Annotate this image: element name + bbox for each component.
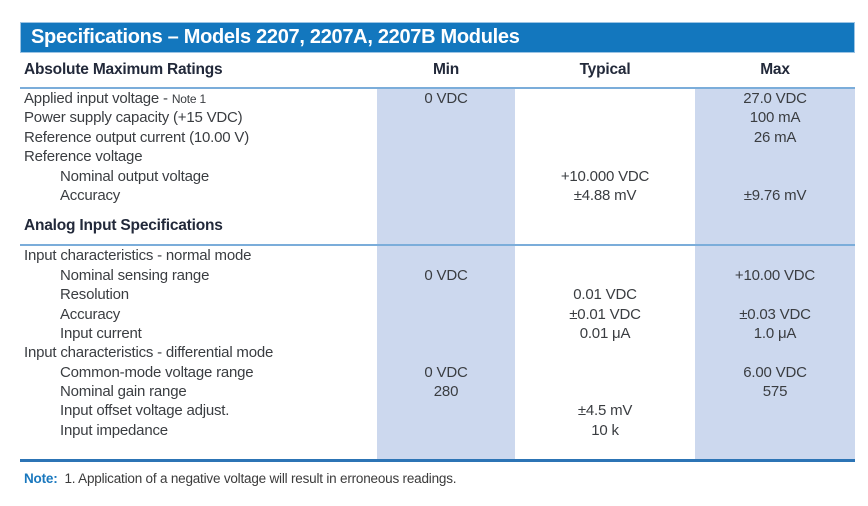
min-column-header: Min: [432, 61, 460, 78]
specifications-document: Specifications – Models 2207, 2207A, 220…: [20, 22, 855, 486]
spec-rows: Applied input voltage - Note 1 0 VDC 27.…: [20, 89, 855, 440]
row-label: Nominal sensing range: [60, 266, 210, 284]
row-label: Power supply capacity (+15 VDC): [24, 109, 243, 127]
max-value: ±0.03 VDC: [739, 305, 811, 323]
row-label: Input characteristics - differential mod…: [24, 344, 274, 362]
min-value: 280: [433, 383, 459, 401]
min-value: 0 VDC: [424, 90, 468, 107]
typical-value: ±4.88 mV: [573, 186, 637, 204]
spec-row: Nominal output voltage +10.000 VDC: [20, 167, 855, 186]
spec-row: Resolution 0.01 VDC: [20, 285, 855, 304]
min-value: 0 VDC: [424, 266, 468, 284]
header-rule: [20, 87, 855, 89]
note-reference: Note 1: [171, 92, 206, 106]
typical-value: 0.01 VDC: [573, 286, 637, 304]
max-value: +10.00 VDC: [734, 266, 816, 284]
spec-row: Input characteristics - normal mode: [20, 246, 855, 265]
spec-row: Power supply capacity (+15 VDC) 100 mA: [20, 108, 855, 127]
row-label: Accuracy: [60, 186, 121, 204]
row-label: Input current: [60, 324, 142, 342]
row-label: Input characteristics - normal mode: [24, 247, 252, 265]
spec-row: Applied input voltage - Note 1 0 VDC 27.…: [20, 89, 855, 108]
spec-row: Common-mode voltage range 0 VDC 6.00 VDC: [20, 363, 855, 382]
typical-value: +10.000 VDC: [560, 167, 650, 185]
spec-row: Nominal sensing range 0 VDC +10.00 VDC: [20, 266, 855, 285]
spec-row: Input offset voltage adjust. ±4.5 mV: [20, 401, 855, 420]
spec-row: Accuracy ±0.01 VDC ±0.03 VDC: [20, 305, 855, 324]
max-value: 575: [762, 383, 788, 401]
max-column-band: [695, 89, 855, 460]
row-label: Common-mode voltage range: [60, 363, 254, 381]
footnote: Note: 1. Application of a negative voltag…: [20, 471, 855, 486]
max-value: 6.00 VDC: [743, 363, 807, 381]
bottom-rule: [20, 459, 855, 463]
section-header-row: Analog Input Specifications: [20, 205, 855, 247]
spec-row: Reference voltage: [20, 147, 855, 166]
max-value: 1.0 μA: [753, 324, 797, 342]
min-column-band: [377, 89, 515, 460]
row-label: Input impedance: [60, 421, 168, 439]
row-label: Reference voltage: [24, 148, 143, 166]
max-value: 27.0 VDC: [743, 90, 807, 107]
spec-row: Input current 0.01 μA 1.0 μA: [20, 324, 855, 343]
row-label: Accuracy: [60, 305, 121, 323]
section-header-label: Analog Input Specifications: [24, 217, 223, 235]
typical-column-header: Typical: [579, 61, 631, 78]
column-header-row: Absolute Maximum Ratings Min Typical Max: [20, 53, 855, 87]
spec-row: Input impedance 10 k: [20, 421, 855, 440]
spec-row: Nominal gain range 280 575: [20, 382, 855, 401]
row-label: Resolution: [60, 286, 129, 304]
row-label: Nominal output voltage: [60, 167, 210, 185]
spec-table-body: Applied input voltage - Note 1 0 VDC 27.…: [20, 89, 855, 460]
max-value: 100 mA: [749, 109, 801, 127]
row-label: Applied input voltage - Note 1: [24, 90, 206, 107]
spec-row: Reference output current (10.00 V) 26 mA: [20, 128, 855, 147]
footnote-text: 1. Application of a negative voltage wil…: [64, 471, 457, 487]
max-value: ±9.76 mV: [743, 186, 807, 204]
max-value: 26 mA: [753, 128, 797, 146]
row-label: Nominal gain range: [60, 383, 187, 401]
title-bar: Specifications – Models 2207, 2207A, 220…: [20, 22, 855, 53]
row-label: Reference output current (10.00 V): [24, 128, 249, 146]
typical-value: ±0.01 VDC: [569, 305, 641, 323]
footnote-label: Note:: [24, 471, 58, 487]
typical-value: 0.01 μA: [579, 324, 631, 342]
spec-row: Accuracy ±4.88 mV ±9.76 mV: [20, 186, 855, 205]
page-title: Specifications – Models 2207, 2207A, 220…: [31, 26, 520, 48]
typical-value: 10 k: [591, 421, 619, 439]
typical-value: ±4.5 mV: [577, 402, 633, 420]
left-column-header: Absolute Maximum Ratings: [24, 61, 223, 78]
max-column-header: Max: [760, 61, 790, 78]
min-value: 0 VDC: [424, 363, 468, 381]
row-label: Input offset voltage adjust.: [60, 402, 230, 420]
spec-row: Input characteristics - differential mod…: [20, 343, 855, 362]
